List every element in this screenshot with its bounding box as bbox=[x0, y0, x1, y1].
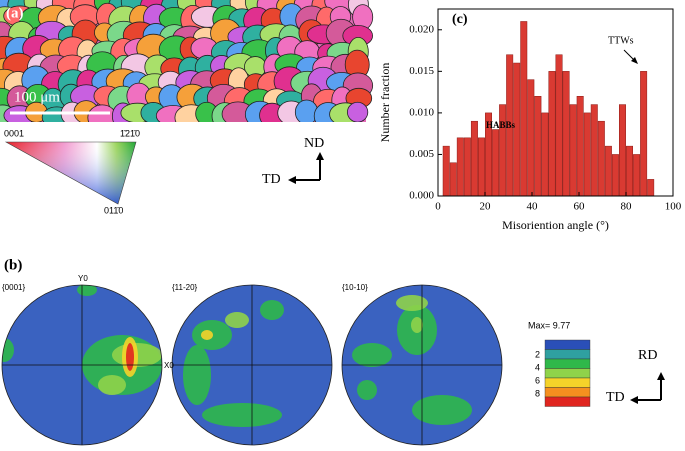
pole-intensity bbox=[352, 343, 392, 367]
pole-intensity bbox=[98, 375, 126, 395]
bar bbox=[555, 54, 563, 197]
colorbar-band bbox=[544, 368, 591, 379]
pole-title: {10-10} bbox=[342, 283, 368, 292]
colorbar: 2 4 6 8 bbox=[535, 339, 591, 407]
ipf-label: 1̄21̄0 bbox=[120, 128, 140, 138]
pole-intensity bbox=[201, 330, 213, 340]
bar bbox=[548, 71, 556, 197]
colorbar-label: 2 bbox=[535, 349, 540, 359]
bar bbox=[456, 137, 464, 197]
colorbar-band bbox=[544, 349, 591, 360]
bar bbox=[576, 96, 584, 197]
bar bbox=[527, 79, 535, 197]
x-tick-label: 0 bbox=[435, 201, 441, 213]
pole-intensity bbox=[202, 403, 282, 427]
panel-label: (a) bbox=[6, 5, 24, 21]
pole-axis: X0 bbox=[164, 361, 174, 370]
y-tick-label: 0.000 bbox=[409, 190, 434, 202]
panel-label: (b) bbox=[4, 257, 22, 273]
map-frame bbox=[0, 122, 366, 132]
bar bbox=[562, 71, 570, 197]
colorbar-band bbox=[544, 358, 591, 369]
x-tick-label: 40 bbox=[527, 201, 539, 213]
y-tick-label: 0.020 bbox=[409, 23, 434, 35]
pole-intensity bbox=[411, 317, 423, 333]
pole-intensity bbox=[396, 295, 428, 311]
bar bbox=[534, 96, 542, 197]
bar bbox=[470, 120, 478, 197]
chart-title: (c) bbox=[452, 12, 468, 27]
pole-axis: Y0 bbox=[78, 274, 88, 283]
y-tick-label: 0.015 bbox=[409, 65, 434, 77]
annotation: TTWs bbox=[608, 35, 634, 46]
bar bbox=[626, 145, 633, 197]
colorbar-label: 8 bbox=[535, 388, 540, 398]
bar bbox=[640, 71, 648, 197]
pole-figures bbox=[1, 284, 503, 446]
bar bbox=[583, 112, 591, 197]
y-tick-label: 0.010 bbox=[409, 106, 434, 118]
bar bbox=[611, 154, 619, 197]
bar bbox=[449, 162, 457, 197]
bar bbox=[633, 154, 641, 197]
bar bbox=[463, 137, 471, 197]
bar bbox=[590, 104, 598, 197]
bar bbox=[442, 145, 450, 197]
bar bbox=[492, 129, 500, 197]
bar bbox=[499, 104, 507, 197]
annotation-arrowhead bbox=[631, 57, 638, 64]
axis-arrows bbox=[288, 152, 665, 404]
plot-frame bbox=[437, 8, 674, 197]
pole-intensity bbox=[183, 345, 211, 405]
bar bbox=[604, 145, 612, 197]
pole-intensity bbox=[225, 312, 249, 328]
bar bbox=[541, 112, 549, 197]
ipf-triangle bbox=[4, 141, 137, 205]
x-tick-label: 60 bbox=[574, 201, 586, 213]
histogram: 0.000 0.005 0.010 0.015 0.020 0 20 40 60 80 100 Mis… bbox=[378, 8, 682, 232]
y-tick-label: 0.005 bbox=[409, 148, 434, 160]
colorbar-band bbox=[544, 377, 591, 388]
annotation: HABBs bbox=[486, 120, 516, 130]
ipf-label: 0001 bbox=[4, 128, 24, 138]
axis-name: TD bbox=[262, 172, 281, 187]
bar bbox=[478, 137, 485, 197]
grain bbox=[346, 101, 369, 123]
bar bbox=[597, 120, 605, 197]
axis-name: ND bbox=[304, 136, 324, 151]
colorbar-label: 6 bbox=[535, 375, 540, 385]
pole-intensity bbox=[357, 380, 377, 400]
x-tick-label: 80 bbox=[621, 201, 633, 213]
axis-name: RD bbox=[638, 348, 657, 363]
pole-title: {0001} bbox=[2, 283, 25, 292]
colorbar-band bbox=[544, 396, 591, 407]
scale-label: 100 μm bbox=[14, 89, 60, 105]
ipf-label: 011̄0 bbox=[104, 205, 123, 215]
bar bbox=[520, 21, 528, 197]
pole-intensity bbox=[412, 395, 472, 425]
bar bbox=[569, 104, 577, 197]
pole-intensity bbox=[2, 338, 14, 362]
x-tick-label: 20 bbox=[480, 201, 492, 213]
bar bbox=[619, 104, 626, 197]
colorbar-band bbox=[544, 339, 591, 350]
pole-intensity bbox=[126, 343, 134, 371]
y-axis-label: Number fraction bbox=[378, 63, 392, 143]
x-axis-label: Misoriention angle (°) bbox=[502, 218, 609, 232]
ebsd-map bbox=[0, 0, 374, 132]
bar bbox=[647, 179, 655, 197]
colorbar-band bbox=[544, 387, 591, 398]
colorbar-max: Max= 9.77 bbox=[528, 320, 570, 330]
colorbar-label: 4 bbox=[535, 362, 540, 372]
pole-title: {11-20} bbox=[172, 283, 198, 292]
axis-name: TD bbox=[606, 390, 625, 405]
pole-intensity bbox=[260, 300, 284, 320]
x-tick-label: 100 bbox=[665, 201, 682, 213]
